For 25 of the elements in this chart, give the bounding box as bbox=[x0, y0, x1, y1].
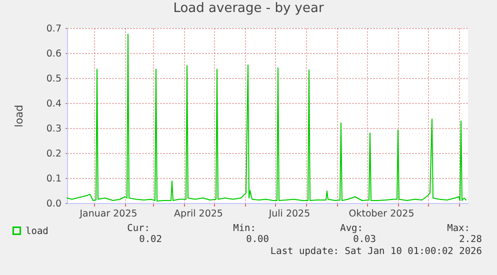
y-tick-label: 0.6 bbox=[46, 48, 62, 60]
line-series bbox=[66, 34, 466, 202]
text: Avg: bbox=[340, 223, 363, 234]
text: Last update: Sat Jan 10 01:00:02 2026 bbox=[270, 246, 482, 257]
y-tick-label: 0.2 bbox=[46, 148, 62, 160]
y-tick-label: 0.5 bbox=[46, 74, 62, 84]
y-tick-label: 0.1 bbox=[46, 174, 62, 184]
text: Cur: bbox=[127, 223, 150, 234]
text: Min: bbox=[233, 223, 256, 234]
y-tick-label: 0.3 bbox=[46, 124, 62, 134]
x-tick-label: Januar 2025 bbox=[78, 208, 138, 220]
text: 2.28 bbox=[459, 234, 482, 245]
text: Max: bbox=[447, 223, 470, 234]
chart-title: Load average - by year bbox=[173, 1, 324, 16]
x-tick-label: April 2025 bbox=[174, 208, 223, 220]
text: 0.03 bbox=[353, 234, 376, 245]
text: 0.02 bbox=[139, 234, 162, 245]
text: 0.00 bbox=[246, 234, 269, 245]
y-tick-label: 0.0 bbox=[46, 198, 62, 210]
x-tick-label: Oktober 2025 bbox=[348, 208, 414, 220]
x-tick-label: Juli 2025 bbox=[268, 208, 310, 220]
y-tick-label: 0.4 bbox=[46, 98, 62, 110]
legend-label: load bbox=[26, 226, 48, 237]
y-axis-title: load bbox=[13, 104, 26, 128]
y-tick-label: 0.7 bbox=[46, 24, 62, 34]
